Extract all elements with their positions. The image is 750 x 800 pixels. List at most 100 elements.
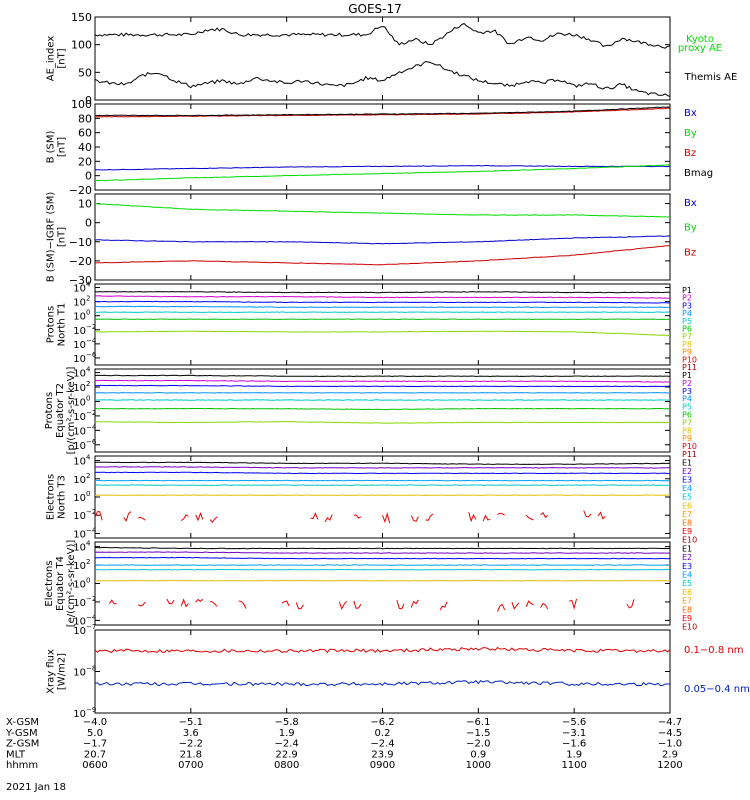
y-tick-exponent: 0 [86, 394, 90, 402]
series-line-e9 [180, 514, 189, 521]
plot-title: GOES-17 [348, 2, 402, 16]
y-tick-label: 10 [73, 397, 86, 408]
y-tick-label: 10 [73, 543, 86, 554]
coord-value: 21.8 [180, 749, 202, 760]
series-line-e6 [94, 494, 670, 496]
coord-value: −2.0 [466, 739, 490, 750]
y-tick-label: 10 [73, 580, 86, 591]
y-tick-label: 60 [78, 127, 92, 140]
panel-frame [94, 541, 671, 626]
series-line-p4 [94, 392, 671, 394]
coord-row-label: X-GSM [6, 717, 39, 728]
series-line-e9 [123, 511, 132, 522]
y-tick-exponent: −7 [86, 623, 96, 631]
y-tick-exponent: 4 [86, 454, 91, 462]
channel-label: E5 [682, 579, 692, 588]
y-tick-exponent: −9 [86, 706, 96, 714]
series-line-e9 [353, 514, 362, 519]
y-tick-label: −10 [69, 236, 92, 249]
y-axis-label: Protons [44, 392, 55, 429]
series-line-p2 [94, 379, 670, 383]
channel-label: E3 [682, 476, 692, 485]
coord-value: −1.6 [562, 739, 586, 750]
channel-label: P10 [682, 442, 697, 451]
series-line-e9 [166, 598, 175, 605]
y-tick-label: 50 [78, 66, 92, 79]
y-tick-label: 10 [78, 198, 92, 211]
series-line-themis-ae [94, 60, 671, 98]
coord-value: −4.7 [658, 717, 682, 728]
coord-value: 23.9 [371, 749, 393, 760]
series-line-bmag [94, 106, 671, 117]
series-line-p7 [94, 330, 671, 337]
coord-value: 1.9 [566, 749, 582, 760]
y-axis-label: B (SM) [46, 130, 57, 163]
channel-label: P7 [682, 332, 692, 341]
channel-label: P1 [682, 286, 692, 295]
series-line-p7 [94, 420, 670, 424]
channel-label: E5 [682, 493, 692, 502]
y-tick-label: 80 [78, 112, 92, 125]
series-line-e9 [569, 598, 578, 610]
y-tick-label: 10 [73, 626, 86, 637]
coord-value: −5.8 [275, 717, 299, 728]
y-tick-label: 10 [73, 457, 86, 468]
series-line-e9 [209, 601, 218, 607]
y-axis-label: [nT] [57, 137, 68, 157]
series-line-e2 [94, 551, 670, 554]
channel-label: E2 [682, 553, 692, 562]
series-line-p5 [95, 399, 671, 401]
coord-value: −2.2 [179, 739, 203, 750]
y-tick-label: −30 [69, 274, 92, 287]
series-line-e9 [482, 514, 491, 522]
series-line-e9 [94, 511, 103, 521]
coord-value: −3.1 [562, 728, 586, 739]
y-tick-exponent: −4 [86, 613, 97, 621]
coord-value: 5.0 [87, 728, 103, 739]
channel-label: E2 [682, 467, 692, 476]
legend-label: 0.1−0.8 nm [684, 645, 743, 656]
coord-value: 1.9 [279, 728, 295, 739]
legend-label: Kyoto [686, 34, 714, 45]
panel-frame [94, 16, 671, 101]
coord-value: −6.2 [370, 717, 394, 728]
y-axis-label: B (SM)−IGRF (SM) [46, 192, 57, 283]
legend-label: 0.05−0.4 nm [684, 684, 750, 695]
channel-label: E6 [682, 588, 692, 597]
y-tick-label: 10 [73, 616, 86, 627]
y-tick-label: 0 [85, 217, 92, 230]
channel-label: P4 [682, 309, 692, 318]
y-axis-label: Electrons [44, 560, 55, 606]
series-line-e9 [425, 513, 434, 522]
y-axis-label: [e/(cm²-s-sr-keV)] [66, 540, 77, 628]
y-tick-label: 100 [71, 98, 92, 111]
series-line-e9 [108, 599, 117, 605]
y-tick-exponent: −6 [86, 351, 97, 359]
series-line-e9 [195, 598, 204, 603]
y-tick-exponent: 2 [86, 295, 90, 303]
plot-date: 2021 Jan 18 [6, 782, 66, 793]
series-line-e9 [626, 599, 635, 609]
series-line-e9 [195, 511, 204, 522]
series-line-e1 [94, 461, 671, 465]
series-line-bx [94, 164, 671, 171]
channel-label: E1 [682, 544, 692, 553]
coord-value: −1.0 [658, 739, 682, 750]
channel-label: E4 [682, 484, 692, 493]
series-line-e5 [94, 484, 671, 486]
y-tick-exponent: 4 [86, 366, 91, 374]
coord-value: −5.6 [562, 717, 586, 728]
y-tick-exponent: −4 [86, 423, 97, 431]
coord-value: 1200 [657, 760, 682, 771]
panel-pet2: Protons Equator T2 [p/(cm²-s-sr-keV)]10 410… [44, 366, 697, 459]
series-line-e2 [94, 466, 671, 469]
y-axis-label: Equator T2 [55, 383, 66, 438]
panel-bigrf: B (SM)−IGRF (SM) [nT] 10 0 −10 −20 −30 Bx By Bz [46, 192, 697, 287]
y-axis-label: North T3 [57, 475, 68, 519]
series-line-p3 [94, 384, 671, 388]
panel-frame [94, 193, 671, 281]
channel-label: E1 [682, 458, 692, 467]
channel-label: E9 [682, 614, 692, 623]
